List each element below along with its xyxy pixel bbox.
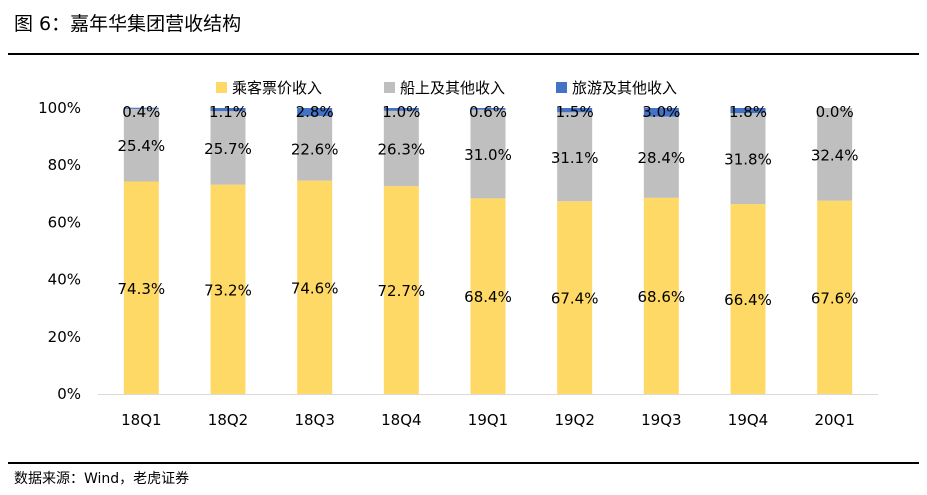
bar-segment-1 <box>383 186 419 394</box>
legend-swatch <box>384 82 395 93</box>
bar-segment-2 <box>297 116 333 181</box>
data-label: 26.3% <box>378 140 426 158</box>
x-tick-label: 18Q4 <box>381 411 421 429</box>
data-label: 67.4% <box>551 290 599 308</box>
bar-segment-3 <box>210 108 246 112</box>
data-label: 22.6% <box>291 140 339 158</box>
bottom-rule <box>8 462 919 464</box>
bar-segment-3 <box>470 108 506 110</box>
data-label: 73.2% <box>204 281 252 299</box>
bar-segment-3 <box>383 108 419 111</box>
y-tick-label: 60% <box>48 213 81 231</box>
data-label: 1.1% <box>209 103 247 121</box>
legend-label: 乘客票价收入 <box>232 79 322 97</box>
data-label: 72.7% <box>378 282 426 300</box>
x-tick-label: 19Q4 <box>728 411 768 429</box>
x-tick-label: 20Q1 <box>814 411 854 429</box>
data-label: 31.1% <box>551 149 599 167</box>
y-tick-label: 0% <box>57 385 81 403</box>
bar-segment-1 <box>297 180 333 394</box>
bar-segment-3 <box>730 108 766 114</box>
data-label: 0.0% <box>816 103 854 121</box>
top-rule <box>8 53 919 55</box>
bar-segment-2 <box>470 109 506 199</box>
data-label: 32.4% <box>811 146 859 164</box>
x-tick-label: 18Q2 <box>208 411 248 429</box>
data-label: 2.8% <box>296 103 334 121</box>
y-tick-label: 80% <box>48 156 81 174</box>
data-label: 3.0% <box>642 103 680 121</box>
data-label: 74.6% <box>291 279 339 297</box>
data-label: 67.6% <box>811 289 859 307</box>
bar-segment-3 <box>557 108 593 113</box>
bar-segment-1 <box>123 181 159 394</box>
x-tick-label: 18Q1 <box>121 411 161 429</box>
y-tick-label: 40% <box>48 271 81 289</box>
legend-label: 船上及其他收入 <box>400 79 505 97</box>
data-label: 1.8% <box>729 103 767 121</box>
data-label: 0.6% <box>469 103 507 121</box>
source-note: 数据来源：Wind，老虎证券 <box>14 471 190 487</box>
data-label: 31.0% <box>464 146 512 164</box>
data-label: 28.4% <box>638 149 686 167</box>
data-label: 1.0% <box>382 103 420 121</box>
bar-segment-2 <box>210 111 246 185</box>
figure-title: 图 6：嘉年华集团营收结构 <box>14 13 242 35</box>
bar-segment-3 <box>643 108 679 117</box>
data-label: 25.4% <box>118 137 166 155</box>
x-tick-label: 19Q2 <box>554 411 594 429</box>
bar-segment-1 <box>817 200 853 394</box>
legend-swatch <box>556 82 567 93</box>
legend-swatch <box>216 82 227 93</box>
bar-segment-2 <box>817 108 853 201</box>
y-tick-label: 100% <box>38 99 81 117</box>
bar-segment-1 <box>643 197 679 394</box>
bar-segment-3 <box>123 107 159 109</box>
bar-segment-3 <box>297 108 333 117</box>
bar-segment-1 <box>730 204 766 394</box>
bar-segment-2 <box>557 112 593 202</box>
data-label: 68.6% <box>638 288 686 306</box>
bar-segment-2 <box>383 110 419 187</box>
data-label: 66.4% <box>724 291 772 309</box>
bar-segment-1 <box>470 198 506 394</box>
bar-segment-2 <box>643 116 679 198</box>
x-tick-label: 19Q3 <box>641 411 681 429</box>
data-label: 68.4% <box>464 288 512 306</box>
data-label: 0.4% <box>122 103 160 121</box>
data-label: 74.3% <box>118 280 166 298</box>
bar-segment-1 <box>557 201 593 394</box>
legend-label: 旅游及其他收入 <box>572 79 677 97</box>
x-tick-label: 19Q1 <box>468 411 508 429</box>
x-tick-label: 18Q3 <box>294 411 334 429</box>
data-label: 31.8% <box>724 151 772 169</box>
bar-segment-2 <box>730 113 766 205</box>
bar-segment-1 <box>210 184 246 394</box>
data-label: 25.7% <box>204 140 252 158</box>
y-tick-label: 20% <box>48 328 81 346</box>
bar-segment-2 <box>123 108 159 182</box>
data-label: 1.5% <box>556 103 594 121</box>
